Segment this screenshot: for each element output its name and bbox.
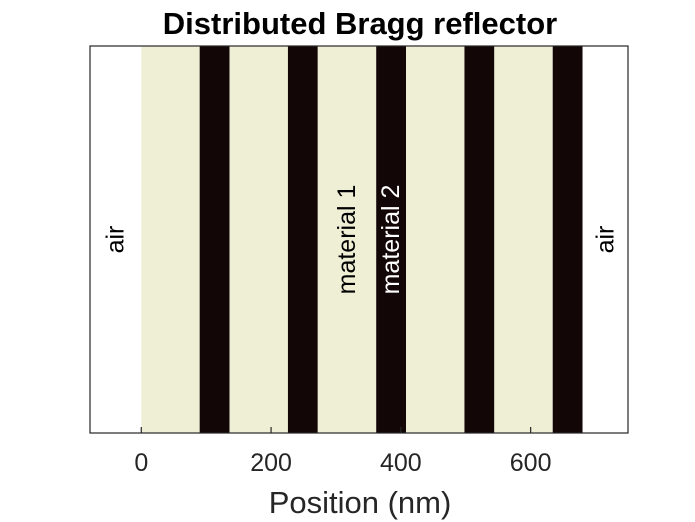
layer-10-material-2: [552, 46, 583, 433]
x-tick-label-600: 600: [510, 449, 552, 477]
annotation-air-3: air: [591, 226, 619, 254]
layer-2-material-2: [199, 46, 230, 433]
layer-1-material-1: [141, 46, 200, 433]
x-tick-label-0: 0: [134, 449, 148, 477]
layer-9-material-1: [494, 46, 553, 433]
x-axis: 0 200 400 600: [134, 427, 552, 477]
x-tick-label-200: 200: [250, 449, 292, 477]
x-tick-label-400: 400: [380, 449, 422, 477]
annotations-group: air material 1 material 2 air: [101, 185, 619, 295]
layers-group: [90, 46, 628, 433]
layer-3-material-1: [229, 46, 288, 433]
layer-6-material-2: [376, 46, 407, 433]
layer-5-material-1: [317, 46, 377, 433]
axes-box: [89, 45, 629, 434]
x-axis-label: Position (nm): [269, 485, 452, 520]
annotation-air-0: air: [101, 226, 129, 254]
layer-4-material-2: [287, 46, 318, 433]
layer-7-material-1: [406, 46, 465, 433]
layer-0-air: [90, 46, 142, 433]
plot-area: air material 1 material 2 air: [89, 45, 629, 434]
layer-11-air: [582, 46, 628, 433]
layer-8-material-2: [464, 46, 495, 433]
chart-title: Distributed Bragg reflector: [163, 6, 557, 41]
annotation-material-2-2: material 2: [377, 185, 405, 295]
annotation-material-1-1: material 1: [333, 185, 361, 295]
